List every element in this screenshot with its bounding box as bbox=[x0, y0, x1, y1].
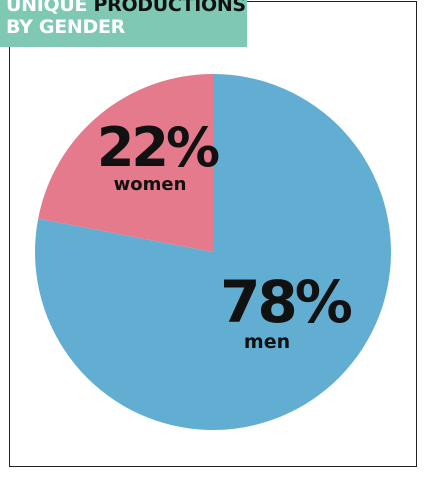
title-line-1: UNIQUE PRODUCTIONS bbox=[6, 0, 247, 16]
title-rest-word: PRODUCTIONS bbox=[93, 0, 247, 16]
title-line-2-text: BY GENDER bbox=[6, 16, 125, 38]
chart-title: UNIQUE PRODUCTIONS BY GENDER bbox=[0, 0, 247, 47]
pie-percent-women: 22% bbox=[97, 116, 219, 179]
pie-label-women: women bbox=[114, 174, 187, 195]
pie-percent-men: 78% bbox=[220, 268, 352, 336]
title-accent-word: UNIQUE bbox=[6, 0, 88, 16]
pie-label-men: men bbox=[244, 331, 290, 353]
pie-labels: 78%men 22%women bbox=[97, 116, 355, 353]
pie-slice-women bbox=[38, 74, 214, 252]
title-line-2: BY GENDER bbox=[6, 16, 247, 38]
pie-slices bbox=[35, 74, 391, 430]
